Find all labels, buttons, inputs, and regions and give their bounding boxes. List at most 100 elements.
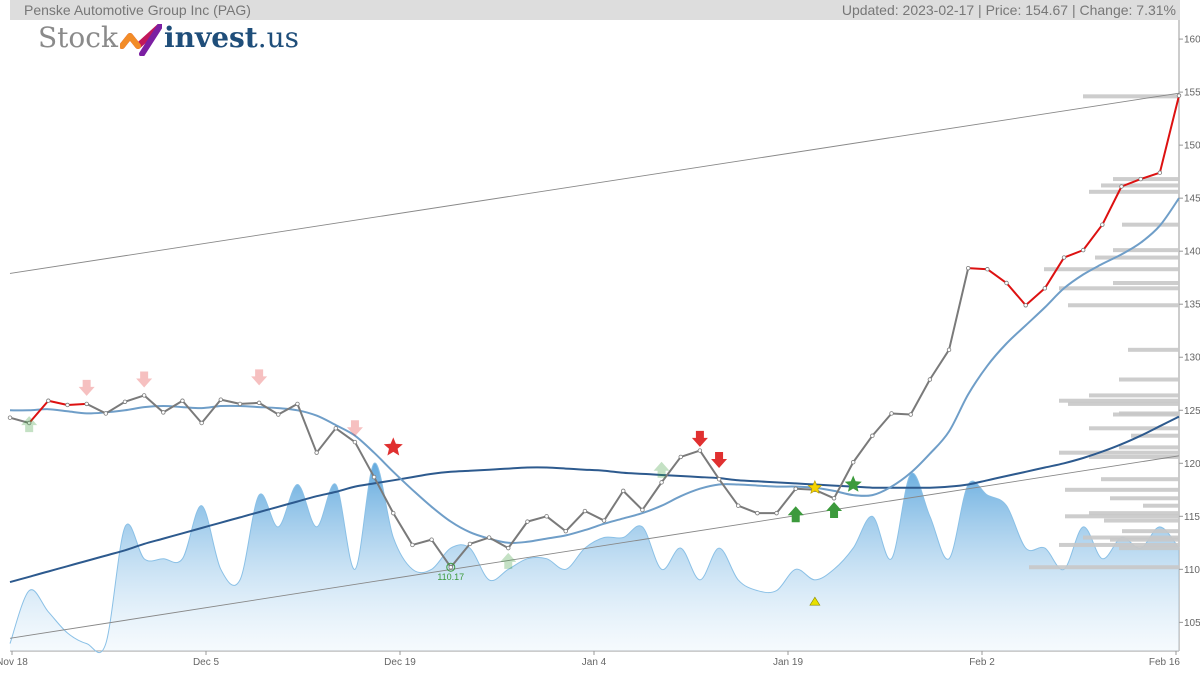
price-segment: [737, 504, 759, 515]
price-point: [601, 518, 607, 523]
price-segment: [526, 515, 548, 523]
support-bar: [1065, 487, 1179, 492]
tick-labels: 105 110 115 120 125 130 135 140 145 150 155 160 Nov …: [0, 35, 1200, 668]
price-point: [1004, 280, 1009, 286]
price-segment: [833, 461, 855, 500]
price-segment: [545, 515, 567, 533]
support-bar: [1095, 255, 1179, 260]
support-bar: [1110, 537, 1179, 542]
price-point: [199, 420, 204, 426]
support-bar: [1083, 94, 1179, 99]
price-point: [851, 460, 856, 465]
y-tick-label: 110: [1184, 565, 1200, 576]
price-segment: [641, 481, 663, 511]
price-point: [46, 398, 51, 403]
y-tick-label: 150: [1184, 141, 1200, 152]
price-segment: [698, 449, 721, 481]
price-point: [122, 399, 128, 404]
chart-header: Penske Automotive Group Inc (PAG) Update…: [10, 0, 1180, 20]
price-segment: [9, 416, 31, 424]
price-segment: [353, 441, 376, 479]
gold-signal-star: [807, 479, 823, 494]
support-bar: [1089, 511, 1179, 516]
price-point: [1157, 170, 1163, 175]
y-tick-label: 105: [1184, 618, 1200, 629]
volume-outline: [9, 462, 1180, 654]
price-point: [84, 401, 89, 407]
price-point: [295, 401, 300, 407]
price-segment: [1158, 94, 1180, 174]
price-segment: [85, 402, 107, 415]
price-point: [678, 454, 683, 460]
x-tick-label: Jan 19: [773, 657, 803, 668]
support-bar: [1089, 189, 1179, 194]
buy-signal-arrow: [787, 506, 804, 523]
price-point: [525, 519, 530, 524]
price-point: [736, 503, 741, 508]
price-point: [410, 542, 415, 548]
price-segment: [679, 449, 701, 458]
trend-channel: [9, 92, 1180, 639]
price-segment: [852, 434, 874, 464]
support-bar: [1044, 267, 1179, 272]
price-point: [946, 347, 952, 353]
price-segment: [373, 476, 395, 515]
price-segment: [1139, 171, 1161, 181]
sell-signal-arrow: [691, 430, 708, 447]
price-segment: [488, 536, 510, 550]
price-point: [1061, 255, 1067, 260]
stockinvest-logo[interactable]: Stock invest.us: [38, 18, 299, 58]
price-point: [659, 480, 664, 485]
support-bar: [1119, 377, 1179, 382]
price-segment: [468, 536, 491, 545]
price-segment: [430, 538, 452, 569]
volume-area: [9, 462, 1180, 654]
price-segment: [660, 455, 682, 484]
trend-upper-line: [9, 92, 1180, 274]
support-bar: [1128, 347, 1179, 352]
y-tick-label: 155: [1184, 88, 1200, 99]
price-segment: [315, 427, 337, 454]
support-bar: [1113, 412, 1179, 417]
price-point: [352, 439, 358, 445]
price-point: [237, 401, 243, 407]
price-point: [1023, 303, 1028, 308]
price-point: [793, 486, 798, 491]
price-point: [26, 420, 32, 426]
buy-signal-arrow: [500, 552, 517, 569]
price-segment: [392, 512, 414, 546]
price-point: [448, 565, 453, 570]
ma-long-line: [9, 415, 1180, 584]
price-point: [1080, 247, 1086, 253]
price-segment: [775, 487, 797, 515]
support-bar: [1101, 477, 1179, 482]
price-segment: [238, 401, 261, 405]
price-point: [563, 528, 568, 534]
price-point: [506, 545, 511, 551]
y-tick-label: 160: [1184, 35, 1200, 46]
price-segment: [1101, 185, 1123, 226]
price-segment: [890, 412, 912, 416]
price-point: [7, 415, 13, 420]
price-point: [218, 397, 224, 402]
price-segment: [66, 402, 88, 406]
price-segment: [28, 399, 50, 424]
sell-signal-arrow: [346, 420, 363, 437]
price-point: [621, 488, 626, 494]
support-bar: [1122, 529, 1179, 534]
x-tick-label: Feb 16: [1149, 657, 1181, 668]
logo-check-icon: [119, 23, 162, 56]
price-segment: [296, 402, 318, 454]
buy-signal-arrow: [826, 502, 843, 519]
price-segment: [258, 401, 280, 416]
support-bar: [1089, 426, 1179, 431]
price-segment: [718, 478, 740, 507]
price-segment: [1043, 256, 1066, 290]
price-segment: [1120, 178, 1142, 188]
ma-short-line: [9, 197, 1180, 544]
y-tick-label: 145: [1184, 194, 1200, 205]
support-bar: [1059, 542, 1179, 547]
support-bar: [1089, 454, 1179, 459]
chart-title: Penske Automotive Group Inc (PAG): [24, 2, 251, 18]
